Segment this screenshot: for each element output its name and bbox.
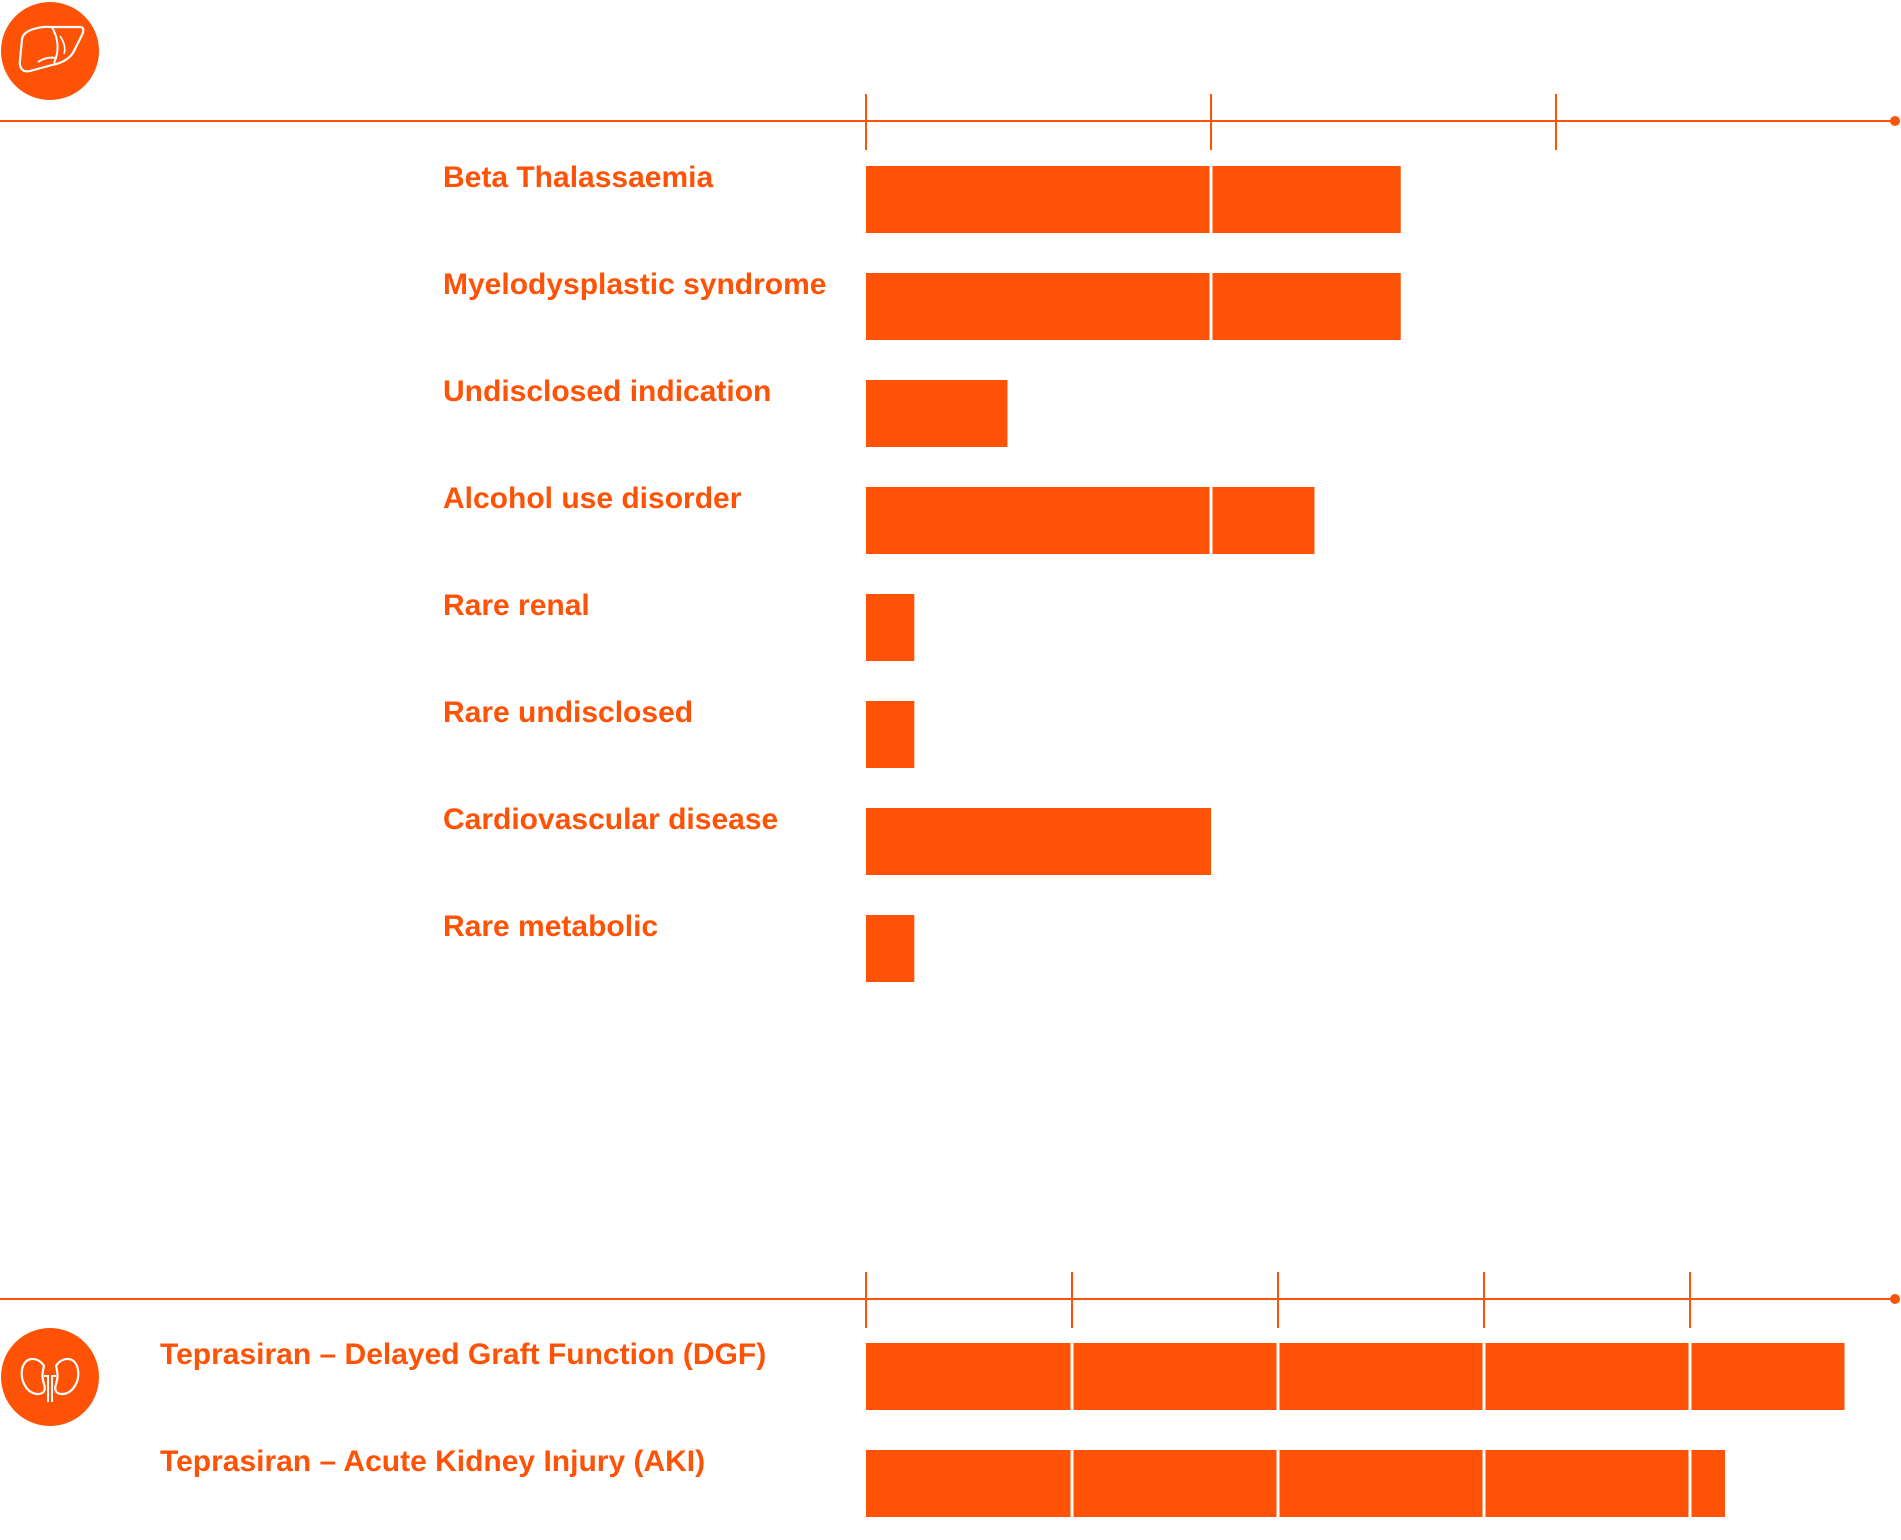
- liver-icon: [1, 2, 99, 100]
- bar: [866, 166, 1401, 233]
- category-label: Teprasiran – Acute Kidney Injury (AKI): [160, 1445, 705, 1478]
- kidney-icon: [1, 1328, 99, 1426]
- axis-end-dot: [1890, 116, 1900, 126]
- category-label: Rare metabolic: [443, 910, 658, 943]
- bar: [866, 701, 915, 768]
- bar-row: Alcohol use disorder: [443, 482, 1315, 554]
- bar: [866, 1343, 1845, 1410]
- bar: [866, 487, 1315, 554]
- bar-row: Myelodysplastic syndrome: [443, 268, 1401, 340]
- bar-row: Rare undisclosed: [443, 696, 915, 768]
- bar: [866, 594, 915, 661]
- bar-row: Rare renal: [443, 589, 915, 661]
- liver-pipeline-chart: Beta Thalassaemia Myelodysplastic syndrom…: [0, 2, 1900, 982]
- category-label: Cardiovascular disease: [443, 803, 778, 836]
- category-label: Rare renal: [443, 589, 590, 622]
- bar-row: Teprasiran – Delayed Graft Function (DGF…: [160, 1338, 1845, 1410]
- bar: [866, 380, 1008, 447]
- category-label: Beta Thalassaemia: [443, 161, 713, 194]
- category-label: Alcohol use disorder: [443, 482, 742, 515]
- bar-row: Beta Thalassaemia: [443, 161, 1401, 233]
- bar: [866, 1450, 1726, 1517]
- axis-end-dot: [1890, 1294, 1900, 1304]
- bar-row: Rare metabolic: [443, 910, 915, 982]
- kidney-pipeline-chart: Teprasiran – Delayed Graft Function (DGF…: [0, 1272, 1900, 1517]
- bar: [866, 915, 915, 982]
- bar-row: Teprasiran – Acute Kidney Injury (AKI): [160, 1445, 1726, 1517]
- category-label: Teprasiran – Delayed Graft Function (DGF…: [160, 1338, 766, 1371]
- bar: [866, 273, 1401, 340]
- bar-row: Undisclosed indication: [443, 375, 1008, 447]
- bar-row: Cardiovascular disease: [443, 803, 1211, 875]
- bar: [866, 808, 1211, 875]
- category-label: Rare undisclosed: [443, 696, 693, 729]
- category-label: Undisclosed indication: [443, 375, 771, 408]
- category-label: Myelodysplastic syndrome: [443, 268, 826, 301]
